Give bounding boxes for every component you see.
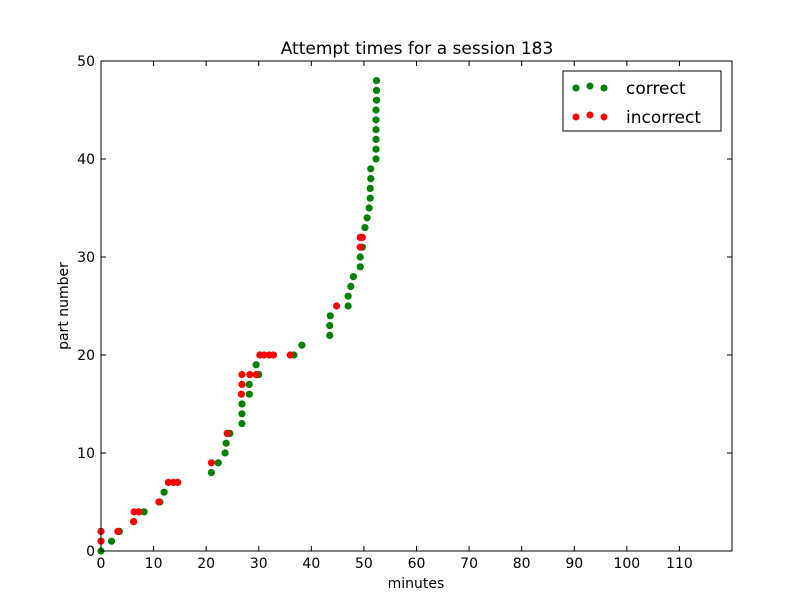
x-tick-label: 90	[565, 556, 583, 572]
x-tick-label: 10	[145, 556, 163, 572]
x-tick-label: 50	[355, 556, 373, 572]
data-point-incorrect	[174, 478, 182, 486]
legend-entry-correct: correct	[572, 79, 686, 99]
data-point-incorrect	[135, 508, 143, 516]
data-point-correct	[361, 224, 369, 232]
data-point-incorrect	[269, 351, 278, 359]
series-incorrect	[97, 233, 366, 545]
legend-marker	[572, 113, 580, 121]
y-tick-label: 40	[77, 152, 95, 168]
legend-label-incorrect: incorrect	[626, 108, 701, 128]
legend: correct incorrect	[562, 70, 722, 132]
x-tick-label: 40	[302, 556, 320, 572]
y-tick-label: 20	[77, 348, 95, 364]
data-point-incorrect	[286, 351, 294, 359]
data-point-correct	[365, 204, 373, 212]
x-tick-label: 60	[408, 556, 426, 572]
data-points	[97, 77, 381, 555]
data-point-correct	[238, 410, 246, 418]
data-point-incorrect	[358, 233, 366, 241]
data-point-incorrect	[223, 429, 231, 437]
data-point-correct	[372, 126, 380, 134]
chart-title: Attempt times for a session 183	[281, 39, 554, 59]
data-point-correct	[372, 96, 381, 104]
x-tick-label: 110	[666, 556, 693, 572]
data-point-correct	[372, 135, 380, 143]
data-point-correct	[245, 380, 253, 388]
y-tick-label: 10	[77, 446, 95, 462]
legend-label-correct: correct	[626, 79, 686, 99]
data-point-correct	[372, 86, 381, 94]
data-point-correct	[326, 331, 334, 339]
data-point-correct	[298, 341, 306, 349]
data-point-correct	[221, 449, 229, 457]
legend-box	[562, 70, 722, 132]
data-point-incorrect	[356, 243, 364, 251]
x-axis-label: minutes	[388, 576, 445, 592]
data-point-incorrect	[207, 459, 216, 467]
data-point-correct	[367, 175, 375, 183]
data-point-correct	[349, 273, 357, 281]
x-tick-label: 80	[513, 556, 531, 572]
data-point-correct	[344, 292, 352, 300]
data-point-correct	[347, 282, 355, 290]
data-point-correct	[356, 263, 364, 271]
axis-ticks: 0 10 20 30 40 50 60 70 80 90 100 110 0 10 20 30 40 50	[77, 54, 732, 572]
data-point-incorrect	[237, 390, 245, 398]
data-point-correct	[140, 508, 148, 516]
data-point-correct	[222, 439, 230, 447]
data-point-correct	[372, 145, 380, 153]
data-point-incorrect	[246, 371, 254, 379]
legend-marker	[586, 111, 594, 119]
data-point-correct	[326, 322, 334, 330]
plot-frame	[100, 60, 733, 552]
y-axis-label: part number	[56, 262, 72, 350]
x-tick-label: 70	[460, 556, 478, 572]
y-tick-label: 0	[86, 544, 95, 560]
data-point-correct	[356, 253, 364, 261]
data-point-incorrect	[155, 498, 163, 506]
data-point-correct	[238, 420, 246, 428]
data-point-incorrect	[332, 302, 341, 310]
data-point-incorrect	[238, 380, 246, 388]
series-correct	[97, 77, 381, 555]
legend-marker	[586, 82, 594, 90]
x-tick-label: 0	[97, 556, 106, 572]
data-point-correct	[214, 459, 222, 467]
data-point-incorrect	[260, 351, 268, 359]
data-point-correct	[372, 116, 380, 124]
data-point-correct	[107, 537, 116, 545]
data-point-incorrect	[114, 527, 122, 536]
x-tick-label: 30	[250, 556, 268, 572]
data-point-correct	[363, 214, 371, 222]
data-point-correct	[367, 165, 375, 173]
legend-entry-incorrect: incorrect	[572, 108, 701, 128]
data-point-correct	[372, 155, 380, 163]
data-point-correct	[245, 390, 253, 398]
data-point-incorrect	[130, 518, 138, 526]
data-point-correct	[160, 488, 168, 496]
legend-marker	[600, 113, 608, 121]
data-point-correct	[366, 194, 374, 202]
y-tick-label: 30	[77, 250, 95, 266]
data-point-correct	[344, 302, 352, 310]
data-point-correct	[207, 469, 216, 477]
data-point-correct	[366, 184, 374, 192]
legend-marker	[572, 84, 580, 92]
legend-marker	[600, 84, 608, 92]
data-point-correct	[252, 361, 260, 369]
y-tick-label: 50	[77, 54, 95, 70]
data-point-correct	[238, 400, 246, 408]
data-point-correct	[372, 106, 380, 114]
x-tick-label: 20	[197, 556, 215, 572]
data-point-incorrect	[252, 371, 260, 379]
data-point-incorrect	[164, 478, 172, 486]
data-point-correct	[372, 77, 381, 85]
x-tick-label: 100	[613, 556, 640, 572]
data-point-incorrect	[238, 371, 246, 379]
data-point-correct	[326, 312, 334, 320]
